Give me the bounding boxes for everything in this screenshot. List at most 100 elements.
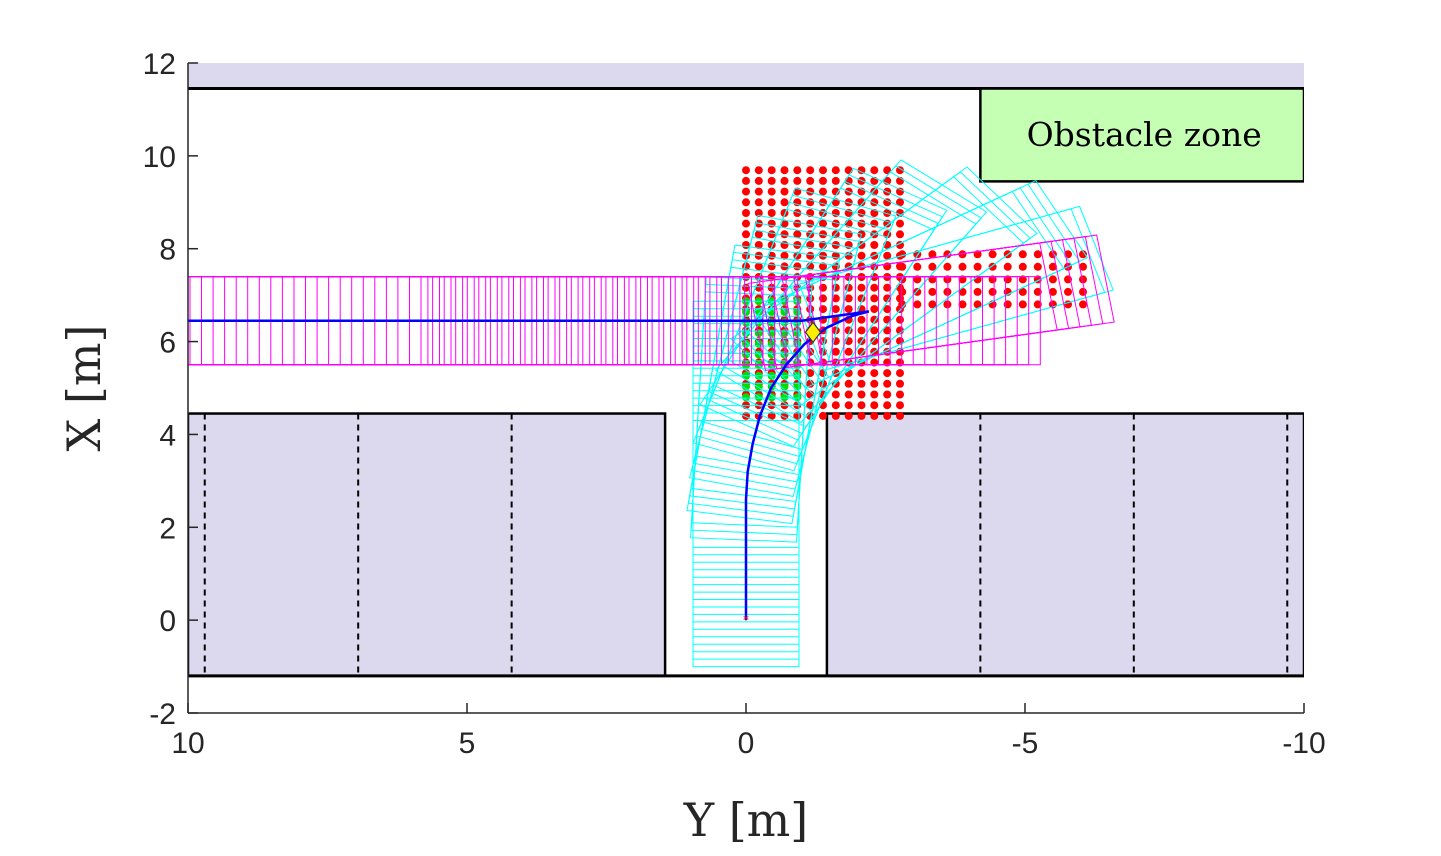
- grid-point-blocked-162: [819, 283, 827, 292]
- grid-point-blocked-34: [1018, 275, 1027, 284]
- y-axis-title: X [m]: [57, 325, 111, 452]
- grid-point-blocked-310: [883, 166, 892, 175]
- grid-point-blocked-115: [883, 326, 892, 335]
- grid-point-blocked-225: [793, 230, 802, 239]
- grid-point-blocked-150: [831, 294, 840, 303]
- grid-point-blocked-237: [780, 219, 789, 228]
- grid-point-blocked-198: [780, 251, 789, 260]
- y-tick-label-2: 2: [159, 512, 176, 545]
- grid-point-blocked-311: [896, 166, 904, 175]
- grid-point-blocked-299: [742, 166, 750, 175]
- grid-point-blocked-234: [742, 219, 750, 228]
- grid-point-blocked-273: [742, 187, 750, 196]
- grid-point-blocked-200: [806, 251, 815, 260]
- grid-point-blocked-61: [857, 369, 866, 378]
- grid-point-blocked-33: [831, 390, 840, 399]
- grid-point-blocked-224: [780, 230, 789, 239]
- grid-point-blocked-291: [806, 176, 815, 185]
- grid-point-blocked-34: [844, 390, 853, 399]
- grid-point-blocked-256: [857, 209, 866, 217]
- grid-point-blocked-60: [1018, 250, 1027, 259]
- grid-point-blocked-54: [928, 250, 937, 259]
- y-tick-label-1: 0: [159, 605, 176, 638]
- grid-point-blocked-309: [870, 166, 879, 175]
- y-tick-label-6: 10: [143, 141, 176, 174]
- grid-point-blocked-52: [898, 250, 907, 259]
- grid-point-blocked-304: [806, 166, 815, 175]
- grid-point-blocked-7: [1003, 300, 1012, 309]
- grid-point-blocked-272: [896, 198, 904, 207]
- grid-point-blocked-140: [870, 305, 879, 314]
- grid-point-free-8: [780, 382, 789, 391]
- grid-point-blocked-64: [1079, 250, 1087, 259]
- grid-point-blocked-218: [870, 241, 879, 249]
- parking-block-1: [825, 412, 1304, 678]
- grid-point-blocked-50: [883, 379, 892, 388]
- grid-point-blocked-42: [943, 262, 952, 271]
- grid-point-blocked-20: [831, 401, 840, 410]
- grid-point-blocked-114: [870, 326, 879, 335]
- grid-point-blocked-268: [844, 198, 853, 207]
- footprint-forward-47: [798, 205, 1114, 369]
- footprint-forward-38: [725, 159, 988, 412]
- grid-point-blocked-4: [958, 300, 967, 309]
- grid-point-blocked-44: [806, 379, 815, 388]
- grid-point-blocked-263: [780, 198, 789, 207]
- grid-point-blocked-28: [928, 275, 937, 284]
- grid-point-blocked-251: [793, 209, 802, 217]
- grid-point-blocked-243: [857, 219, 866, 228]
- grid-point-blocked-38: [1079, 275, 1087, 284]
- grid-point-blocked-223: [767, 230, 776, 239]
- obstacle-zone-label: Obstacle zone: [1027, 115, 1262, 154]
- grid-point-blocked-27: [913, 275, 922, 284]
- grid-point-blocked-303: [793, 166, 802, 175]
- grid-point-blocked-276: [780, 187, 789, 196]
- y-tick-label-7: 12: [143, 48, 176, 81]
- grid-point-blocked-163: [831, 283, 840, 292]
- x-tick-label-2: 0: [738, 727, 755, 760]
- grid-point-blocked-6: [819, 411, 827, 420]
- grid-point-blocked-17: [958, 287, 967, 296]
- grid-point-blocked-47: [844, 379, 853, 388]
- grid-point-blocked-2: [928, 300, 937, 309]
- grid-point-blocked-153: [870, 294, 879, 303]
- grid-point-blocked-259: [896, 209, 904, 217]
- grid-point-blocked-8: [844, 411, 853, 420]
- grid-point-blocked-151: [844, 294, 853, 303]
- vehicle-footprints: [188, 159, 1115, 668]
- grid-point-blocked-51: [896, 379, 904, 388]
- grid-point-blocked-279: [819, 187, 827, 196]
- grid-point-blocked-187: [806, 262, 815, 271]
- grid-point-blocked-248: [754, 209, 763, 217]
- footprint-forward-45: [776, 179, 1089, 378]
- grid-point-blocked-209: [754, 241, 763, 249]
- y-tick-label-5: 8: [159, 234, 176, 267]
- grid-point-blocked-30: [958, 275, 967, 284]
- grid-point-blocked-9: [857, 411, 866, 420]
- footprint-forward-23: [690, 244, 841, 503]
- grid-point-blocked-86: [844, 347, 853, 356]
- grid-point-blocked-274: [754, 187, 763, 196]
- grid-point-blocked-25: [1079, 287, 1087, 296]
- grid-point-blocked-129: [896, 315, 904, 324]
- grid-point-free-9: [793, 382, 802, 391]
- grid-point-free-20: [742, 350, 750, 359]
- grid-point-blocked-24: [883, 401, 892, 410]
- grid-point-blocked-44: [973, 262, 982, 271]
- grid-point-blocked-39: [898, 262, 907, 271]
- grid-point-blocked-57: [806, 369, 815, 378]
- grid-point-blocked-307: [844, 166, 853, 175]
- grid-point-blocked-48: [857, 379, 866, 388]
- obstacle-zone: [979, 87, 1304, 183]
- grid-point-blocked-287: [754, 176, 763, 185]
- grid-point-blocked-15: [928, 287, 937, 296]
- grid-point-blocked-64: [896, 369, 904, 378]
- grid-point-blocked-87: [857, 347, 866, 356]
- grid-point-blocked-85: [831, 347, 840, 356]
- grid-point-blocked-12: [896, 411, 904, 420]
- grid-point-blocked-238: [793, 219, 802, 228]
- axes: 10 5 0 -5 -10 -2 0 2 4 6 8 10 12: [143, 48, 1326, 760]
- grid-point-blocked-62: [870, 369, 879, 378]
- grid-point-blocked-300: [754, 166, 763, 175]
